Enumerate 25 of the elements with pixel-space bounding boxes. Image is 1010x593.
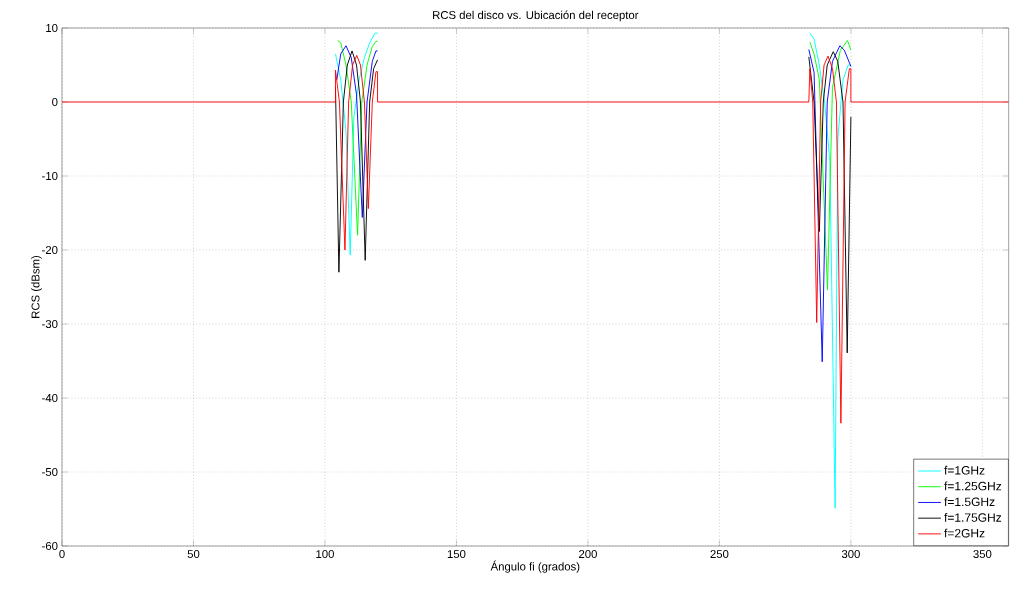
legend-label: f=1.25GHz [944,481,1002,491]
legend-label: f=1.5GHz [944,497,995,507]
x-axis-title: Ángulo fi (grados) [490,560,580,573]
y-tick-label: -50 [42,468,58,477]
x-tick-label: 350 [973,550,992,559]
y-tick-label: -40 [42,394,58,403]
legend-label: f=2GHz [944,528,985,538]
y-tick-label: -20 [42,246,58,255]
y-tick-label: 10 [46,24,58,33]
line-series [62,54,1009,424]
chart-title: RCS del disco vs. Ubicación del receptor [433,10,639,22]
x-tick-label: 250 [710,550,729,559]
x-tick-label: 0 [59,550,65,559]
x-tick-label: 100 [316,550,334,559]
x-tick-label: 300 [841,550,860,559]
y-axis-title: RCS (dBsm) [31,255,42,318]
y-tick-label: -30 [42,320,58,329]
y-tick-label: -10 [42,172,58,181]
legend-label: f=1.75GHz [944,512,1002,522]
legend-label: f=1GHz [944,465,985,475]
x-tick-label: 50 [187,550,200,559]
x-tick-label: 150 [447,550,466,559]
y-tick-label: -60 [42,542,58,551]
x-tick-label: 200 [579,550,597,559]
y-tick-label: 0 [52,98,58,107]
